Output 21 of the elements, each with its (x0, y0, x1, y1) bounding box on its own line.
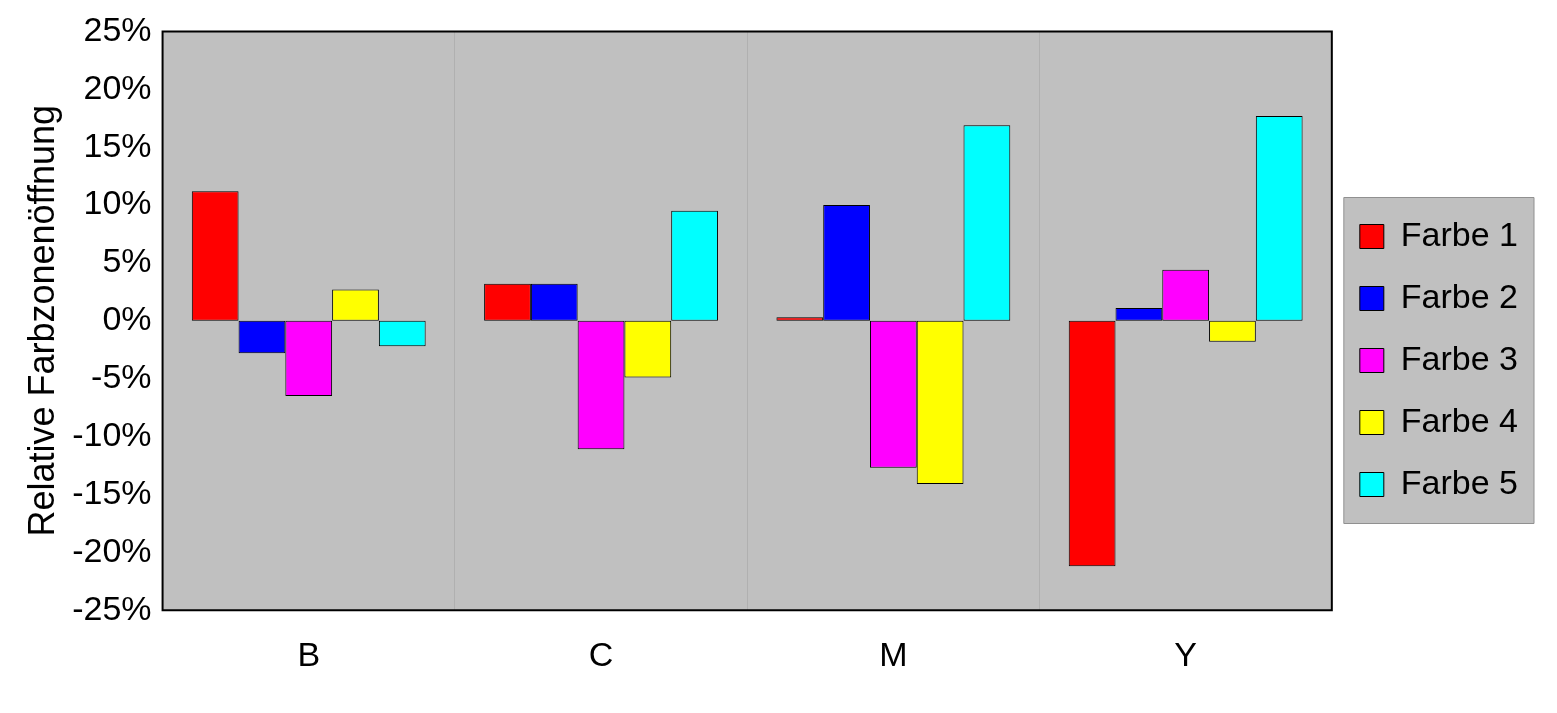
x-tick-label: B (297, 634, 321, 673)
legend-label: Farbe 5 (1400, 462, 1519, 501)
legend-label: Farbe 4 (1400, 400, 1519, 439)
y-tick-label: 5% (102, 241, 152, 280)
x-tick-label: M (879, 634, 908, 673)
y-tick-label: -20% (72, 530, 152, 569)
x-tick-label: Y (1174, 634, 1198, 673)
y-tick-label: -25% (72, 588, 152, 627)
x-tick-label: C (588, 634, 614, 673)
y-tick-label: 0% (102, 299, 152, 338)
y-tick-label: 20% (83, 67, 152, 106)
y-tick-label: -10% (72, 414, 152, 453)
legend-label: Farbe 3 (1400, 338, 1519, 377)
legend-label: Farbe 2 (1400, 276, 1519, 315)
y-tick-label: 25% (83, 9, 152, 48)
legend-label: Farbe 1 (1400, 214, 1519, 253)
y-tick-label: -5% (91, 357, 152, 396)
y-tick-label: 15% (83, 125, 152, 164)
y-tick-label: -15% (72, 472, 152, 511)
y-tick-label: 10% (83, 183, 152, 222)
y-axis-title: Relative Farbzonenöffnung (20, 104, 62, 537)
